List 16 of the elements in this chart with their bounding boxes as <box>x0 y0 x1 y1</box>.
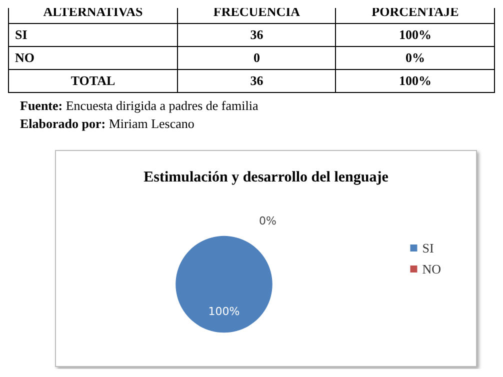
data-label: 100% <box>208 304 240 318</box>
text: 0% <box>259 214 276 228</box>
source-note: Fuente: Encuesta dirigida a padres de familia <box>20 97 260 115</box>
text: 36 <box>178 24 336 46</box>
text: NO <box>8 46 178 70</box>
text: SI <box>8 24 178 46</box>
text: 100% <box>336 70 494 92</box>
text: 100% <box>336 24 494 46</box>
text: 0 <box>178 46 336 70</box>
text: 36 <box>178 70 336 92</box>
text: 0% <box>336 46 494 70</box>
legend-label: NO <box>422 262 442 276</box>
text: Elaborado por: Miriam Lescano <box>20 115 196 133</box>
text: TOTAL <box>8 70 178 92</box>
legend-label: SI <box>422 240 434 256</box>
chart-title: Estimulación y desarrollo del lenguaje <box>144 170 389 186</box>
